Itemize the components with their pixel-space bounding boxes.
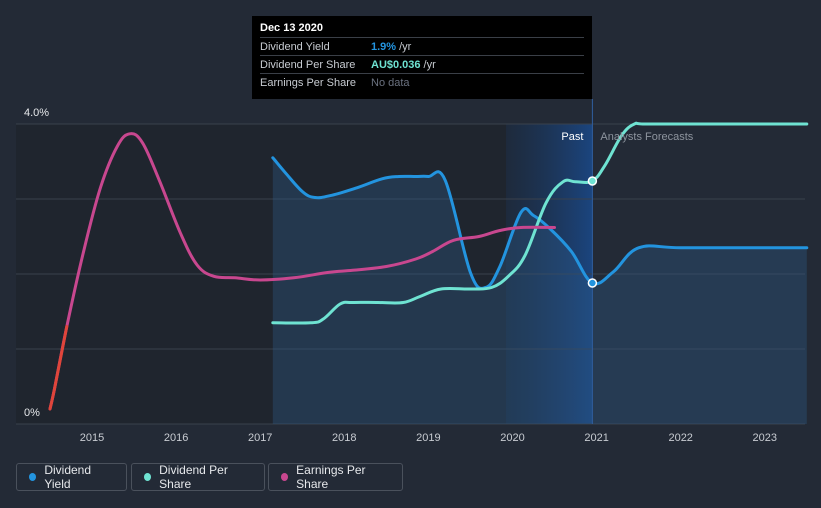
legend-earnings-per-share[interactable]: Earnings Per Share [268,463,403,491]
dividend-yield-area [272,157,807,425]
x-tick-label: 2016 [164,432,188,444]
forecast-label: Analysts Forecasts [600,131,693,143]
earnings-per-share-negative-segment [48,325,69,411]
past-label: Past [561,131,583,143]
x-tick-label: 2015 [80,432,104,444]
x-axis-ticks: 2015 2016 2017 2018 2019 2020 2021 2022 2023 [80,432,777,444]
x-tick-label: 2017 [248,432,272,444]
y-axis-ticks: 4.0% 0% [24,107,49,419]
earnings-per-share-line [48,132,556,411]
legend-label: Earnings Per Share [296,463,366,491]
tooltip-row-unit: /yr [423,58,436,71]
legend-label: Dividend Yield [44,463,92,491]
tooltip-row-name: Dividend Per Share [260,58,356,71]
legend-dot-icon [281,473,289,481]
y-tick-label: 4.0% [24,107,49,119]
x-tick-label: 2023 [753,432,777,444]
series-markers [587,176,598,288]
legend-dividend-yield[interactable]: Dividend Yield [16,463,127,491]
legend-dot-icon [144,473,152,481]
series-lines [48,121,809,411]
tooltip-row-earnings-per-share: Earnings Per Share No data [260,73,584,91]
tooltip-date: Dec 13 2020 [260,22,323,34]
tooltip-row-name: Earnings Per Share [260,76,356,89]
x-tick-label: 2018 [332,432,356,444]
tooltip-row-value: 1.9% [371,40,397,53]
dividend-per-share-line [271,121,809,325]
legend-label: Dividend Per Share [159,463,228,491]
legend-dot-icon [29,473,37,481]
legend-dividend-per-share[interactable]: Dividend Per Share [131,463,265,491]
tooltip-row-dividend-yield: Dividend Yield 1.9% /yr [260,37,584,55]
x-tick-label: 2021 [584,432,608,444]
tooltip-row-unit: /yr [399,40,412,53]
x-tick-label: 2020 [500,432,524,444]
tooltip: Dec 13 2020 Dividend Yield 1.9% /yr Divi… [252,16,592,99]
tooltip-row-value: AU$0.036 [371,58,421,71]
tooltip-row-name: Dividend Yield [260,40,330,53]
series-areas [272,157,807,425]
y-tick-label: 0% [24,407,40,419]
marker-dividend-yield [587,278,598,288]
tooltip-row-dividend-per-share: Dividend Per Share AU$0.036 /yr [260,55,584,73]
marker-dividend-per-share [587,176,598,186]
x-tick-label: 2019 [416,432,440,444]
tooltip-row-value: No data [371,76,410,89]
x-tick-label: 2022 [668,432,692,444]
